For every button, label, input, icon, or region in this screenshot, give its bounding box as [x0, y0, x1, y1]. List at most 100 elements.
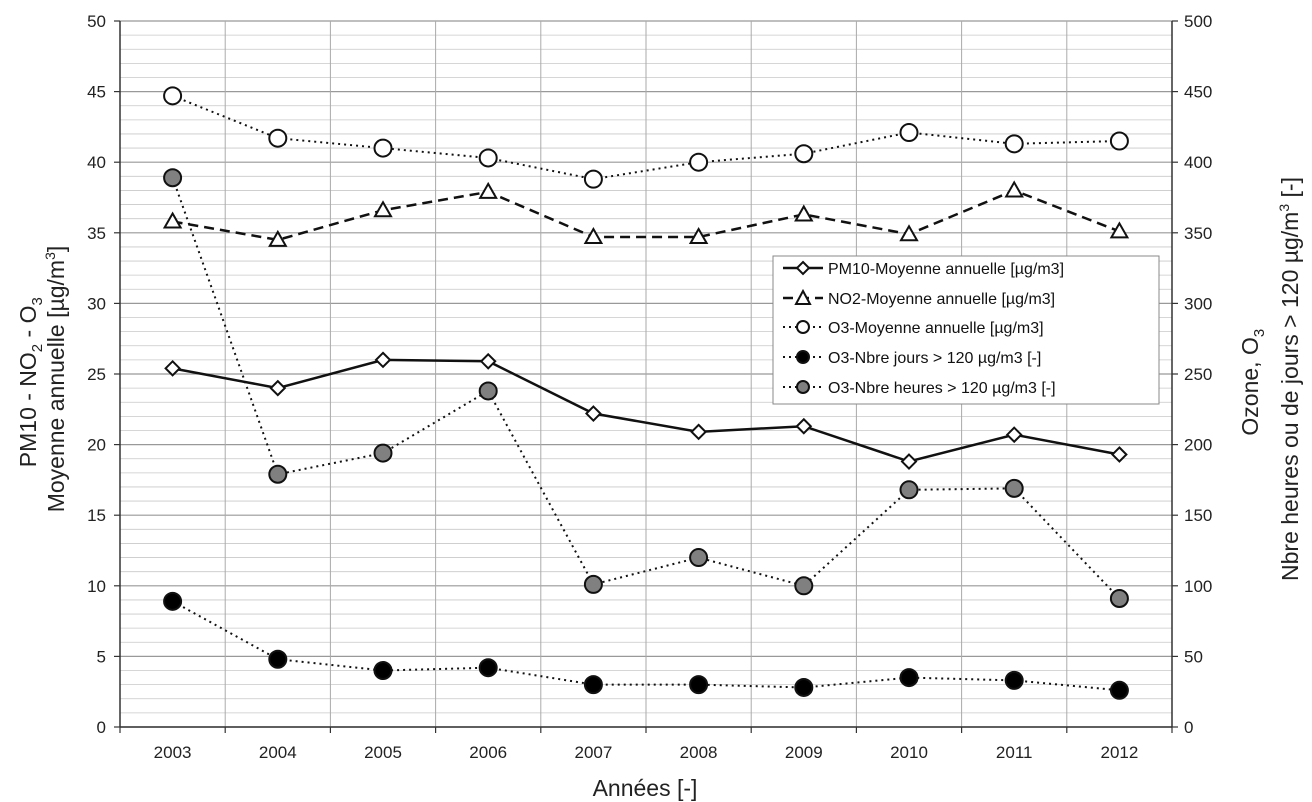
data-point — [374, 351, 392, 369]
data-point — [478, 148, 498, 168]
data-point — [373, 200, 393, 218]
data-point — [899, 668, 919, 688]
legend-item-o3-hours: O3-Nbre heures > 120 µg/m3 [-] — [783, 380, 1056, 397]
series — [162, 86, 1130, 700]
y-right-tick-label: 0 — [1184, 718, 1193, 737]
x-tick-label: 2004 — [259, 743, 297, 762]
x-tick-label: 2003 — [154, 743, 192, 762]
circle-icon — [796, 320, 810, 334]
y-right-tick-label: 450 — [1184, 83, 1212, 102]
data-point — [1005, 426, 1023, 444]
y-right-tick-label: 150 — [1184, 506, 1212, 525]
data-point — [1004, 478, 1024, 498]
y-left-tick-label: 50 — [87, 12, 106, 31]
y-left-tick-label: 5 — [97, 647, 106, 666]
y-left-line1: PM10 - NO2 - O3 — [15, 297, 46, 467]
x-tick-label: 2007 — [574, 743, 612, 762]
data-point — [478, 658, 498, 678]
legend-item-o3-mean: O3-Moyenne annuelle [µg/m3] — [783, 320, 1044, 337]
legend-item-o3-days: O3-Nbre jours > 120 µg/m3 [-] — [783, 350, 1041, 367]
y-left-tick-label: 10 — [87, 577, 106, 596]
y-right-tick-label: 250 — [1184, 365, 1212, 384]
data-point — [1109, 680, 1129, 700]
triangle-icon — [794, 288, 812, 305]
y-right-line1: Ozone, O3 — [1237, 329, 1268, 436]
data-point — [794, 204, 814, 222]
y-right-tick-label: 300 — [1184, 294, 1212, 313]
data-point — [689, 548, 709, 568]
data-point — [373, 661, 393, 681]
data-point — [899, 224, 919, 242]
y-right-tick-label: 400 — [1184, 153, 1212, 172]
data-point — [689, 675, 709, 695]
data-point — [1004, 134, 1024, 154]
legend-box — [772, 255, 1160, 405]
x-tick-label: 2012 — [1100, 743, 1138, 762]
series-line — [172, 358, 1120, 463]
x-tick-label: 2008 — [680, 743, 718, 762]
y-axis-left-title: PM10 - NO2 - O3 Moyenne annuelle [µg/m3] — [15, 246, 69, 513]
grid — [119, 20, 1173, 728]
x-tick-label: 2009 — [785, 743, 823, 762]
legend-label: O3-Nbre jours > 120 µg/m3 [-] — [828, 350, 1041, 367]
data-point — [690, 423, 708, 441]
legend-label: O3-Moyenne annuelle [µg/m3] — [828, 320, 1044, 337]
legend-label: PM10-Moyenne annuelle [µg/m3] — [828, 261, 1064, 278]
data-point — [1109, 221, 1130, 239]
data-point — [268, 128, 288, 148]
x-tick-label: 2011 — [996, 743, 1033, 762]
y-right-tick-label: 100 — [1184, 577, 1212, 596]
data-point — [1110, 446, 1128, 463]
y-left-tick-label: 20 — [87, 436, 106, 455]
data-point — [900, 453, 918, 470]
series-1 — [162, 180, 1130, 247]
y-right-tick-label: 350 — [1184, 224, 1212, 243]
axes — [114, 20, 1178, 733]
y-left-line2: Moyenne annuelle [µg/m3] — [42, 246, 69, 513]
y-right-tick-label: 50 — [1184, 647, 1203, 666]
data-point — [269, 379, 287, 397]
data-point — [268, 649, 288, 669]
series-3 — [163, 591, 1129, 700]
y-axis-right-title: Ozone, O3 Nbre heures ou de jours > 120 … — [1237, 177, 1303, 581]
legend-label: O3-Nbre heures > 120 µg/m3 [-] — [828, 380, 1056, 397]
data-point — [583, 227, 604, 245]
circle-icon — [796, 380, 810, 394]
data-point — [1109, 589, 1129, 609]
data-point — [899, 480, 919, 500]
y-left-tick-label: 25 — [87, 365, 106, 384]
x-tick-label: 2006 — [469, 743, 507, 762]
data-point — [1109, 131, 1129, 151]
x-axis-title: Années [-] — [593, 775, 698, 801]
data-point — [164, 359, 182, 377]
data-point — [373, 443, 393, 463]
y-left-tick-label: 35 — [87, 224, 106, 243]
data-point — [584, 405, 602, 422]
y-right-tick-label: 200 — [1184, 436, 1212, 455]
data-point — [163, 591, 183, 611]
y-right-line2: Nbre heures ou de jours > 120 µg/m3 [-] — [1276, 177, 1303, 581]
series-line — [172, 94, 1120, 181]
y-left-tick-label: 40 — [87, 153, 106, 172]
legend-item-no2: NO2-Moyenne annuelle [µg/m3] — [783, 288, 1055, 308]
data-point — [478, 181, 498, 199]
y-left-tick-label: 0 — [97, 718, 106, 737]
circle-icon — [796, 350, 810, 364]
data-point — [268, 229, 288, 247]
data-point — [162, 211, 183, 229]
y-right-tick-label: 500 — [1184, 12, 1212, 31]
series-line — [171, 177, 1121, 600]
data-point — [899, 123, 919, 143]
tick-labels: 2003 2004 2005 2006 2007 2008 2009 2010 2011 2012… — [87, 12, 1212, 762]
x-tick-label: 2005 — [364, 743, 402, 762]
series-4 — [163, 168, 1129, 609]
data-point — [583, 574, 603, 594]
data-point — [689, 152, 709, 172]
data-point — [1004, 180, 1024, 198]
data-point — [795, 417, 813, 435]
y-left-tick-label: 30 — [87, 294, 106, 313]
y-left-tick-label: 45 — [87, 83, 106, 102]
data-point — [583, 675, 603, 695]
legend-item-pm10: PM10-Moyenne annuelle [µg/m3] — [783, 260, 1064, 278]
